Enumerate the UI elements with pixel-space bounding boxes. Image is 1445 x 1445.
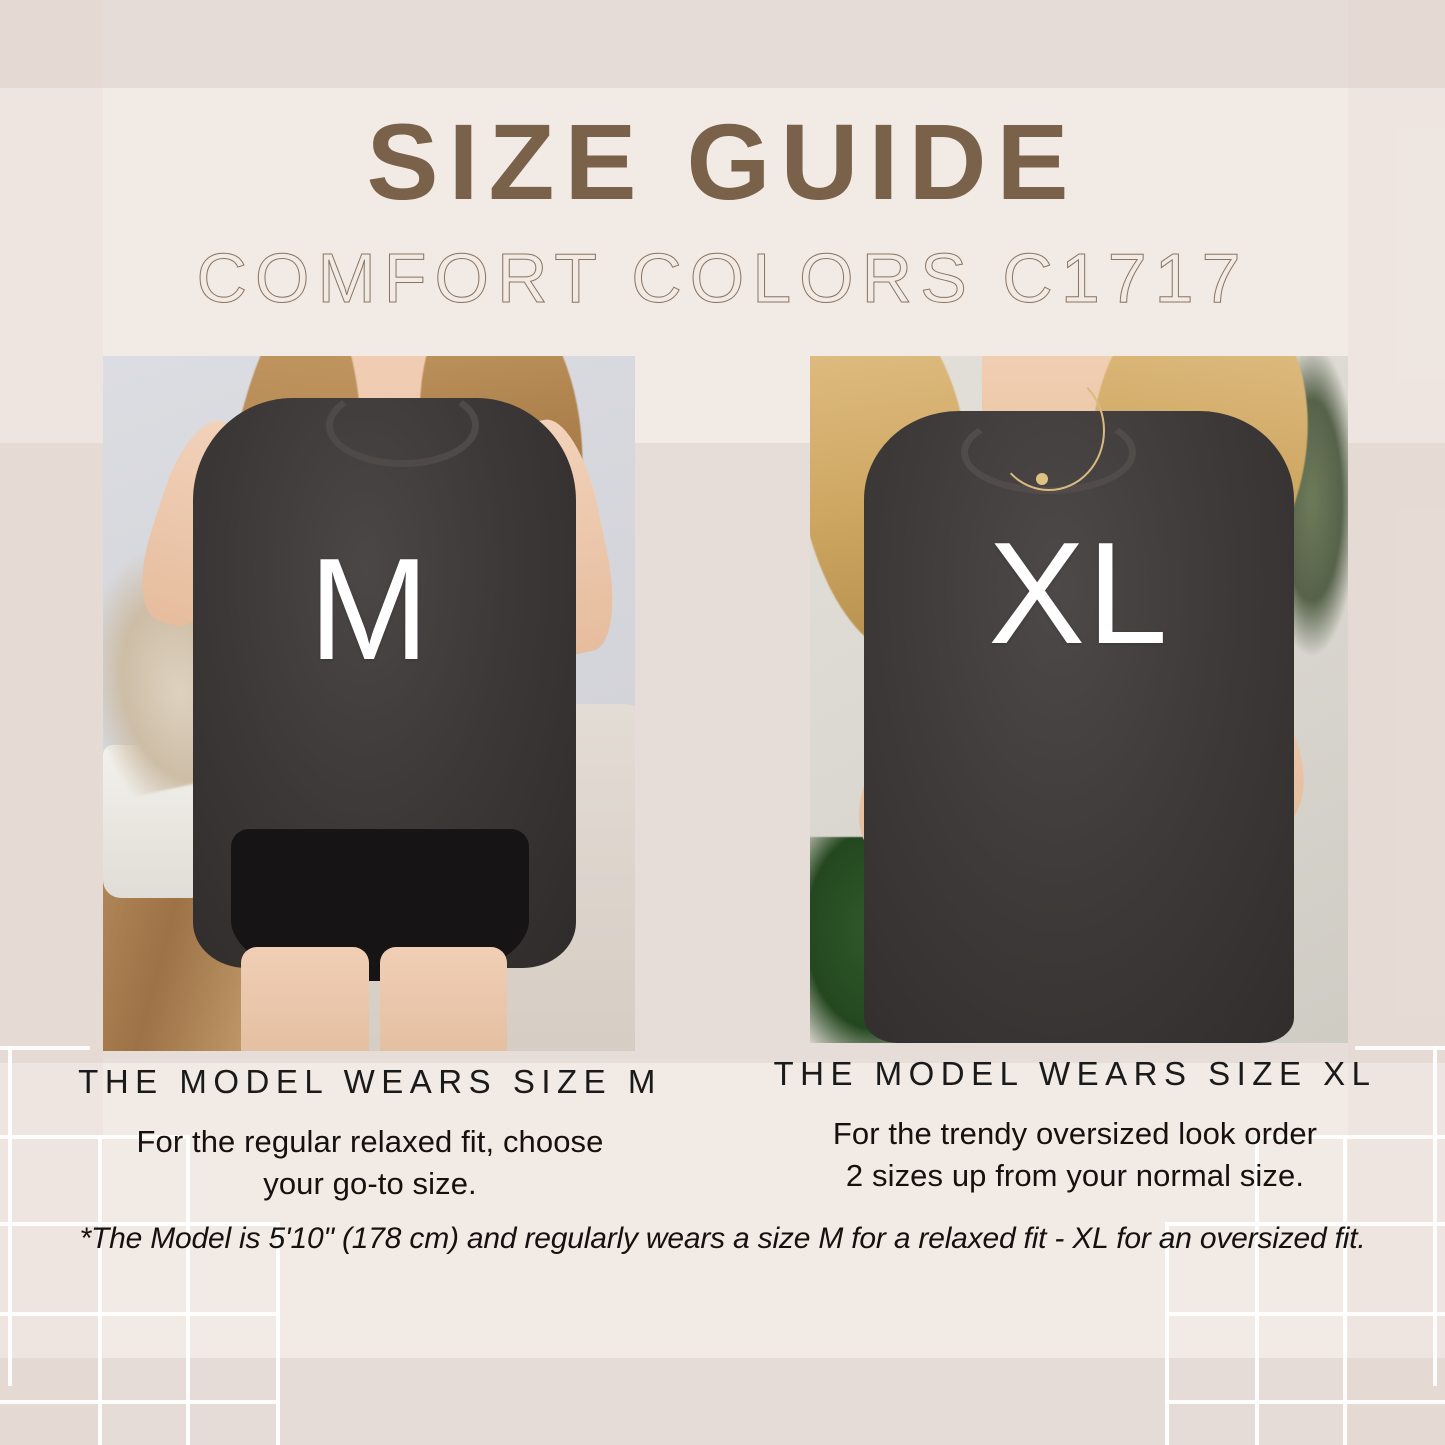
photo-scene-right [810,356,1348,1043]
grid-line-horizontal [1255,1135,1445,1139]
grid-line-horizontal [0,1135,190,1139]
photo-tshirt-collar [326,383,479,468]
model-footnote: *The Model is 5'10" (178 cm) and regular… [79,1222,1366,1255]
grid-line-vertical [98,1135,102,1445]
page-title: SIZE GUIDE [366,101,1079,222]
photo-necklace-pendant [1035,472,1048,485]
grid-line-vertical [186,1135,190,1445]
grid-line-horizontal [1165,1222,1445,1226]
grid-line-horizontal [1165,1312,1445,1316]
grid-line-vertical [1343,1135,1347,1445]
caption-body-line: your go-to size. [263,1166,477,1202]
grid-line-vertical [8,1046,12,1386]
tshirt-size-label-xl: XL [988,511,1170,674]
caption-heading-size-xl: THE MODEL WEARS SIZE XL [773,1055,1377,1092]
photo-scene-left [103,356,635,1051]
background-band-top [0,0,1445,88]
grid-line-vertical [1255,1135,1259,1445]
grid-line-horizontal [0,1400,280,1404]
grid-line-vertical [1165,1222,1169,1445]
photo-tshirt [863,410,1295,1043]
grid-line-horizontal [1165,1400,1445,1404]
model-photo-size-m: M [103,356,635,1051]
caption-body-line: 2 sizes up from your normal size. [845,1158,1305,1194]
page-subtitle: COMFORT COLORS C1717 [196,239,1249,317]
caption-body-line: For the trendy oversized look order [832,1116,1318,1152]
grid-line-horizontal [0,1222,280,1226]
grid-line-horizontal [0,1312,280,1316]
caption-body-size-xl: For the trendy oversized look order 2 si… [745,1113,1405,1197]
tshirt-size-label-m: M [308,527,430,690]
caption-block-size-m: THE MODEL WEARS SIZE M For the regular r… [40,1063,700,1206]
caption-body-line: For the regular relaxed fit, choose [136,1124,604,1160]
model-photo-size-xl: XL [810,356,1348,1043]
caption-block-size-xl: THE MODEL WEARS SIZE XL For the trendy o… [745,1055,1405,1198]
photo-necklace [992,369,1105,491]
grid-line-horizontal [0,1046,90,1050]
background-band-captions [0,1063,1445,1358]
photo-model-leg [241,946,369,1051]
photo-model-leg [379,946,508,1051]
caption-heading-size-m: THE MODEL WEARS SIZE M [78,1063,662,1100]
grid-line-vertical [276,1222,280,1445]
caption-body-size-m: For the regular relaxed fit, choose your… [40,1121,700,1205]
grid-line-horizontal [1355,1046,1445,1050]
grid-line-vertical [1433,1046,1437,1386]
